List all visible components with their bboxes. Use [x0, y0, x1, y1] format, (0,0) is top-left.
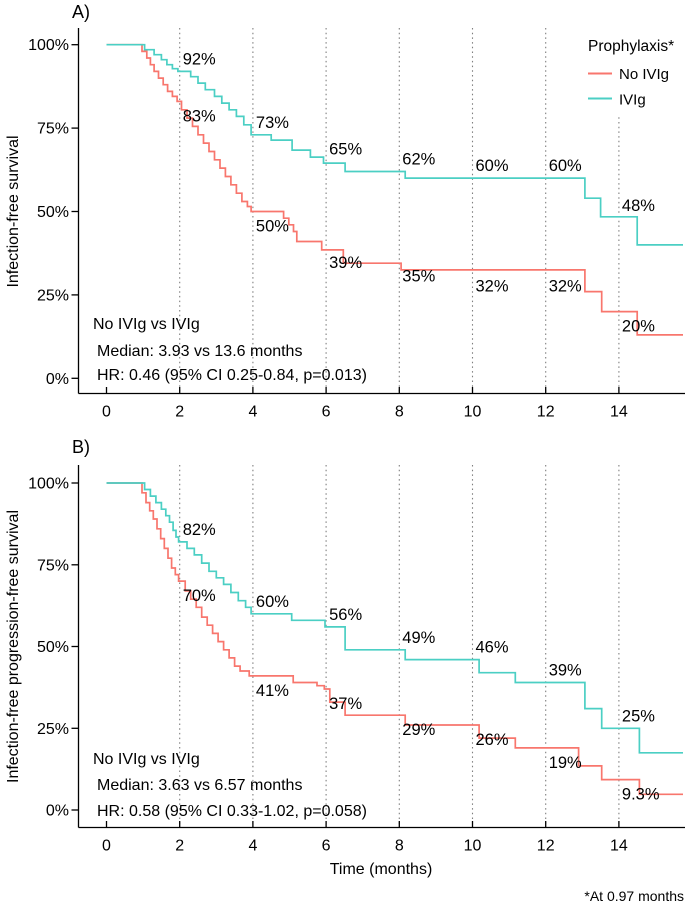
- km-curve-no-ivig: [106, 482, 683, 796]
- plot-render-layer: 100%75%50%25%0%0 2 4 6 8 10 12 1483%50%39%35%32…: [28, 28, 685, 855]
- legend-title: Prophylaxis*: [588, 38, 674, 55]
- survival-percent-label: 60%: [256, 593, 289, 611]
- survival-percent-label: 92%: [183, 50, 216, 68]
- survival-percent-label: 19%: [549, 754, 582, 772]
- x-tick-label: 2: [175, 404, 184, 421]
- survival-percent-label: 9.3%: [622, 786, 660, 804]
- survival-percent-label: 46%: [476, 639, 509, 657]
- survival-percent-label: 62%: [402, 151, 435, 169]
- footnote: *At 0.97 months: [584, 888, 684, 904]
- y-tick-label: 100%: [28, 476, 69, 493]
- km-curve-ivig: [106, 43, 683, 246]
- y-tick-label: 50%: [37, 204, 69, 221]
- x-tick-label: 12: [537, 838, 555, 855]
- y-tick-label: 100%: [28, 37, 69, 54]
- survival-percent-label: 56%: [329, 606, 362, 624]
- y-tick-label: 25%: [37, 287, 69, 304]
- legend-background: [556, 26, 685, 116]
- survival-percent-label: 32%: [476, 278, 509, 296]
- survival-percent-label: 82%: [183, 521, 216, 539]
- survival-percent-label: 39%: [329, 254, 362, 272]
- x-tick-label: 10: [464, 404, 482, 421]
- x-tick-label: 6: [322, 404, 331, 421]
- survival-percent-label: 41%: [256, 682, 289, 700]
- survival-percent-label: 20%: [622, 318, 655, 336]
- panel-b: 100% 75% 50% 25% 0% 0 2 4 6 8 10 12 14 70% 41% 37% 29% 26…: [28, 465, 685, 855]
- panel-label-b: B): [72, 437, 90, 457]
- survival-percent-label: 25%: [622, 707, 655, 725]
- annotation-b-median: Median: 3.63 vs 6.57 months: [97, 777, 302, 794]
- x-tick-label: 8: [395, 404, 404, 421]
- x-tick-label: 2: [175, 838, 184, 855]
- survival-percent-label: 83%: [183, 107, 216, 125]
- km-curve-ivig: [106, 482, 683, 754]
- survival-percent-label: 73%: [256, 114, 289, 132]
- x-tick-label: 14: [610, 404, 628, 421]
- survival-percent-label: 65%: [329, 141, 362, 159]
- y-axis-title-b: Infection-free progression-free survival: [5, 510, 22, 783]
- annotation-b-hazard-ratio: HR: 0.58 (95% CI 0.33-1.02, p=0.058): [97, 803, 367, 820]
- panel-a: 100% 75% 50% 25% 0% 0 2 4 6 8 10 12 14 83% 50% 39% 35% 32…: [28, 28, 685, 421]
- survival-percent-label: 50%: [256, 218, 289, 236]
- survival-percent-label: 70%: [183, 587, 216, 605]
- x-tick-label: 14: [610, 838, 628, 855]
- survival-percent-label: 37%: [329, 695, 362, 713]
- survival-percent-label: 35%: [402, 268, 435, 286]
- panel-label-a: A): [72, 2, 90, 22]
- x-tick-label: 4: [248, 404, 257, 421]
- survival-percent-label: 49%: [402, 629, 435, 647]
- legend-label-no-ivig: No IVIg: [619, 66, 669, 83]
- survival-percent-label: 26%: [476, 731, 509, 749]
- x-tick-label: 0: [102, 404, 111, 421]
- survival-percent-label: 29%: [402, 721, 435, 739]
- x-axis-title: Time (months): [330, 861, 433, 878]
- survival-percent-label: 60%: [549, 157, 582, 175]
- annotation-a-hazard-ratio: HR: 0.46 (95% CI 0.25-0.84, p=0.013): [97, 367, 367, 384]
- x-tick-label: 4: [248, 838, 257, 855]
- y-tick-label: 25%: [37, 721, 69, 738]
- y-tick-label: 75%: [37, 121, 69, 138]
- survival-percent-label: 39%: [549, 662, 582, 680]
- legend: Prophylaxis* No IVIg IVIg: [556, 26, 685, 116]
- x-tick-label: 6: [322, 838, 331, 855]
- survival-percent-label: 32%: [549, 278, 582, 296]
- y-tick-label: 50%: [37, 639, 69, 656]
- legend-label-ivig: IVIg: [619, 92, 646, 109]
- y-tick-label: 75%: [37, 557, 69, 574]
- x-tick-label: 8: [395, 838, 404, 855]
- survival-percent-label: 60%: [476, 157, 509, 175]
- annotation-b-comparison: No IVIg vs IVIg: [93, 751, 200, 768]
- survival-percent-label: 48%: [622, 197, 655, 215]
- annotation-a-comparison: No IVIg vs IVIg: [93, 316, 200, 333]
- y-axis-title-a: Infection-free survival: [5, 135, 22, 287]
- y-tick-label: 0%: [46, 371, 69, 388]
- km-curve-no-ivig: [106, 43, 683, 336]
- x-tick-label: 10: [464, 838, 482, 855]
- annotation-a-median: Median: 3.93 vs 13.6 months: [97, 343, 302, 360]
- x-tick-label: 0: [102, 838, 111, 855]
- y-tick-label: 0%: [46, 803, 69, 820]
- x-tick-label: 12: [537, 404, 555, 421]
